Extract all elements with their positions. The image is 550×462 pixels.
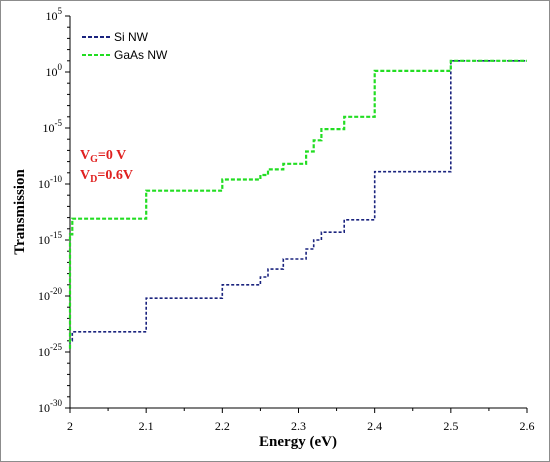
x-tick-label: 2.3 (291, 419, 306, 433)
y-tick-label: 10-15 (38, 230, 62, 247)
drain-voltage-label: VD=0.6V (80, 168, 133, 185)
vg-rest: =0 V (98, 148, 126, 163)
y-tick-label: 10-25 (38, 342, 62, 359)
vg-base: V (80, 148, 90, 163)
legend: Si NW GaAs NW (82, 30, 168, 62)
vg-subscript: G (90, 154, 98, 165)
x-ticks: 2 2.1 2.2 2.3 2.4 2.5 2.6 (67, 408, 535, 433)
y-tick-label: 10-30 (38, 398, 62, 415)
bias-annotation: VG=0 V VD=0.6V (80, 148, 133, 185)
y-ticks: 105 100 10-5 10-10 10-15 10-20 10-25 10-30 (38, 6, 70, 415)
vd-base: V (80, 168, 90, 183)
x-tick-label: 2 (67, 419, 73, 433)
vd-subscript: D (90, 174, 97, 185)
x-axis-label: Energy (eV) (259, 434, 337, 450)
x-tick-label: 2.5 (443, 419, 458, 433)
y-axis-label: Transmission (12, 169, 28, 255)
x-tick-label: 2.6 (520, 419, 535, 433)
legend-label-gaas-nw: GaAs NW (114, 48, 168, 62)
series-line-si-nw (69, 60, 527, 349)
y-tick-label: 105 (46, 6, 63, 23)
series-layer (68, 59, 527, 349)
y-tick-label: 10-5 (43, 118, 63, 135)
legend-label-si-nw: Si NW (114, 30, 149, 44)
gate-voltage-label: VG=0 V (80, 148, 126, 165)
y-tick-label: 10-10 (38, 174, 62, 191)
x-tick-label: 2.1 (139, 419, 154, 433)
series-line-gaas-nw (68, 59, 527, 349)
y-tick-label: 10-20 (38, 286, 62, 303)
vd-rest: =0.6V (97, 168, 133, 183)
y-tick-label: 100 (46, 62, 63, 79)
plot-area: 2 2.1 2.2 2.3 2.4 2.5 2.6 105 100 10-5 10-10 10-15… (38, 6, 535, 433)
x-tick-label: 2.4 (367, 419, 382, 433)
x-tick-label: 2.2 (215, 419, 230, 433)
